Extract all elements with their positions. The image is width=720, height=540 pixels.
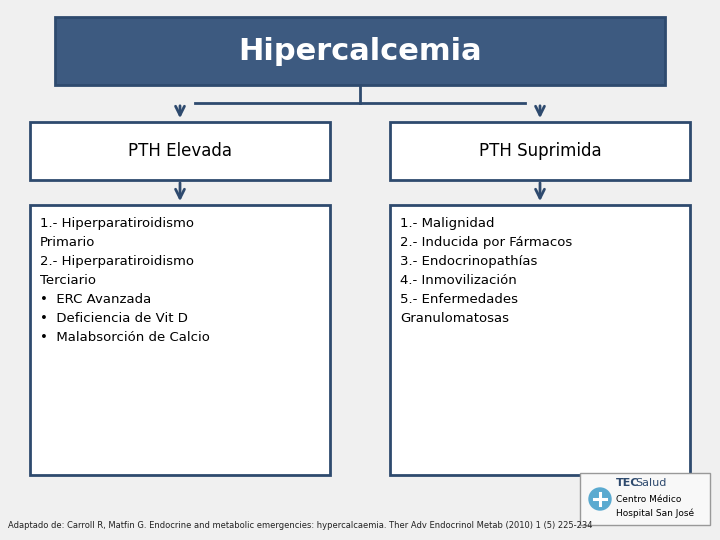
FancyBboxPatch shape [390,122,690,180]
Text: PTH Elevada: PTH Elevada [128,142,232,160]
FancyBboxPatch shape [30,122,330,180]
FancyBboxPatch shape [55,17,665,85]
Text: 1.- Malignidad
2.- Inducida por Fármacos
3.- Endocrinopathías
4.- Inmovilización: 1.- Malignidad 2.- Inducida por Fármacos… [400,217,572,325]
FancyBboxPatch shape [580,473,710,525]
Text: 1.- Hiperparatiroidismo
Primario
2.- Hiperparatiroidismo
Terciario
•  ERC Avanza: 1.- Hiperparatiroidismo Primario 2.- Hip… [40,217,210,344]
Text: Adaptado de: Carroll R, Matfin G. Endocrine and metabolic emergencies: hypercalc: Adaptado de: Carroll R, Matfin G. Endocr… [8,521,593,530]
Text: Hospital San José: Hospital San José [616,508,694,518]
FancyBboxPatch shape [390,205,690,475]
Text: Salud: Salud [635,478,667,488]
Text: Hipercalcemia: Hipercalcemia [238,37,482,65]
Text: PTH Suprimida: PTH Suprimida [479,142,601,160]
Text: TEC: TEC [616,478,639,488]
Text: Centro Médico: Centro Médico [616,495,681,503]
Circle shape [589,488,611,510]
FancyBboxPatch shape [30,205,330,475]
